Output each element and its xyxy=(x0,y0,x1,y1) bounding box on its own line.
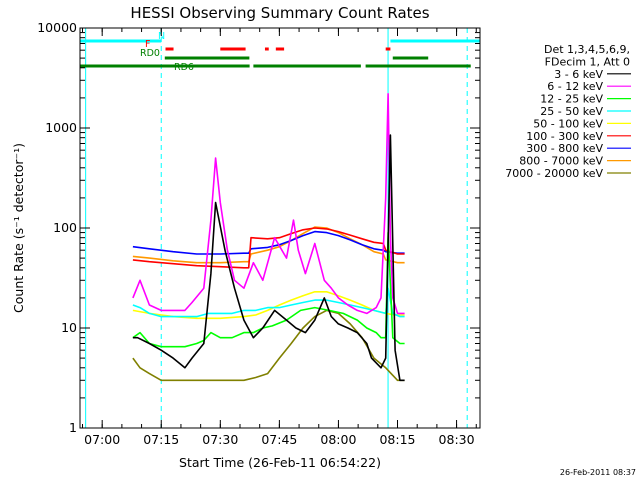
chart-title: HESSI Observing Summary Count Rates xyxy=(130,4,429,22)
legend-header-line: Det 1,3,4,5,6,9, xyxy=(544,43,630,56)
legend: Det 1,3,4,5,6,9,FDecim 1, Att 03 - 6 keV… xyxy=(505,43,631,180)
x-tick-label: 08:30 xyxy=(439,432,475,447)
x-axis-label: Start Time (26-Feb-11 06:54:22) xyxy=(179,455,381,470)
legend-header-line: FDecim 1, Att 0 xyxy=(545,55,630,68)
legend-item-25-50-kev: 25 - 50 keV xyxy=(540,105,603,118)
x-tick-label: 07:15 xyxy=(143,432,179,447)
y-tick-label: 10000 xyxy=(37,20,77,35)
y-tick-label: 1000 xyxy=(45,120,77,135)
flag-label-rd6: RD6 xyxy=(174,62,194,73)
legend-item-3-6-kev: 3 - 6 keV xyxy=(554,68,603,81)
legend-item-7000-20000-kev: 7000 - 20000 keV xyxy=(505,167,603,180)
series-line-12-25-kev xyxy=(132,231,405,348)
flag-label-n: N xyxy=(158,31,165,42)
y-tick-label: 10 xyxy=(61,320,77,335)
y-axis: 1 10 100 1000 10000 xyxy=(37,20,480,435)
flag-label-f: F xyxy=(145,39,150,50)
legend-item-800-7000-kev: 800 - 7000 keV xyxy=(519,155,603,168)
series-line-3-6-kev xyxy=(132,134,405,382)
series-line-25-50-kev xyxy=(132,287,405,318)
legend-item-12-25-kev: 12 - 25 keV xyxy=(540,93,603,106)
legend-item-300-800-kev: 300 - 800 keV xyxy=(526,142,603,155)
series-line-6-12-kev xyxy=(132,93,405,315)
legend-item-6-12-kev: 6 - 12 keV xyxy=(547,80,603,93)
flag-label-rd0: RD0 xyxy=(140,48,160,59)
series-line-800-7000-kev xyxy=(132,226,405,264)
series-layer xyxy=(132,93,405,382)
y-tick-label: 1 xyxy=(69,420,77,435)
series-line-100-300-kev xyxy=(132,227,405,269)
x-tick-label: 08:00 xyxy=(320,432,356,447)
y-axis-label: Count Rate (s⁻¹ detector⁻¹) xyxy=(11,143,26,313)
x-tick-label: 08:15 xyxy=(379,432,415,447)
y-tick-label: 100 xyxy=(53,220,77,235)
legend-item-100-300-kev: 100 - 300 keV xyxy=(526,130,603,143)
x-tick-label: 07:30 xyxy=(202,432,238,447)
x-axis: 07:00 07:15 07:30 07:45 08:00 08:15 08:30 xyxy=(82,28,477,447)
legend-item-50-100-kev: 50 - 100 keV xyxy=(533,117,603,130)
x-tick-label: 07:00 xyxy=(84,432,120,447)
footer-timestamp: 26-Feb-2011 08:37 xyxy=(560,468,636,477)
x-tick-label: 07:45 xyxy=(261,432,297,447)
